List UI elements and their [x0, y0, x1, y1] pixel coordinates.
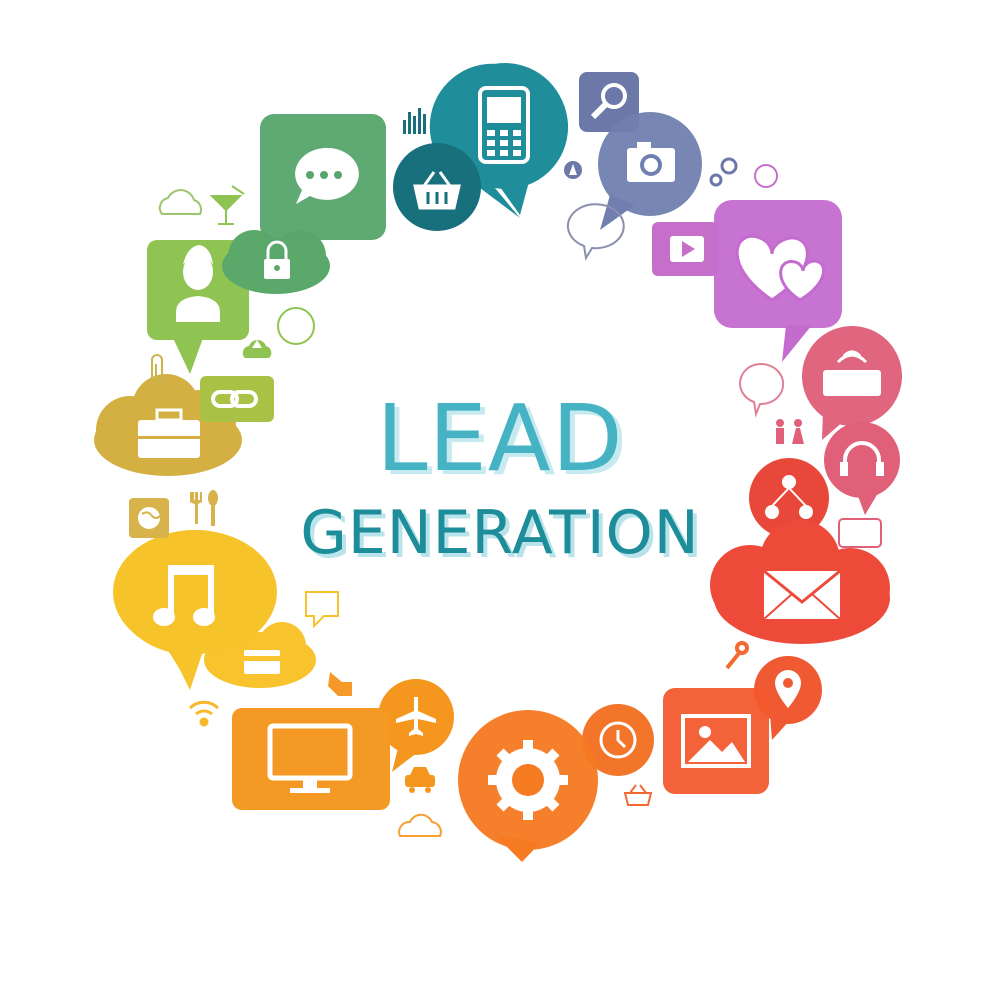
- cloud-upload-icon: [242, 339, 272, 358]
- wifi-icon: [188, 700, 220, 727]
- magnifier-icon: [590, 83, 627, 120]
- pointing-hand-icon: [328, 672, 352, 696]
- envelope-icon: [763, 569, 841, 620]
- camera-icon: [627, 142, 675, 182]
- small-box-icon: [838, 518, 882, 548]
- headline-line2: GENERATION: [300, 498, 700, 568]
- headline-line1: LEAD: [376, 385, 624, 492]
- music-note-icon: [153, 565, 215, 626]
- hearts-icon: [735, 234, 826, 302]
- car-icon: [405, 767, 435, 793]
- briefcase-icon: [138, 408, 200, 458]
- shopping-basket-icon: [413, 171, 461, 210]
- cutlery-icon: [190, 490, 218, 526]
- airplane-icon: [396, 697, 436, 736]
- headphones-icon: [840, 441, 884, 476]
- gears-icon: [709, 157, 738, 187]
- padlock-icon: [264, 240, 290, 279]
- chat-dots-icon: [295, 147, 359, 204]
- image-icon: [681, 714, 751, 768]
- clock-icon: [599, 721, 637, 759]
- mobile-phone-icon: [478, 86, 530, 164]
- speech-bubble-icon: [566, 203, 625, 261]
- small-speech-icon: [305, 591, 339, 629]
- wrench-icon: [725, 641, 749, 670]
- network-icon: [765, 475, 813, 519]
- monitor-tile: [232, 708, 390, 810]
- paperclip-icon: [151, 354, 163, 384]
- video-tile: [652, 222, 718, 276]
- ring-outline-icon: [277, 307, 315, 345]
- small-ring-icon: [754, 164, 778, 188]
- globe-tile: [129, 498, 169, 538]
- cloud-icon: [158, 189, 203, 215]
- headphones-bubble: [824, 422, 900, 515]
- monitor-icon: [267, 723, 353, 793]
- speech-bubble-outline-icon: [739, 363, 785, 418]
- basket-small-icon: [623, 784, 653, 806]
- image-tile: [663, 688, 769, 794]
- chain-link-icon: [211, 390, 258, 408]
- bar-chart-icon: [403, 108, 426, 134]
- cloud-outline-icon: [398, 813, 442, 837]
- compass-icon: [564, 161, 582, 179]
- couple-icon: [776, 419, 804, 444]
- user-icon: [176, 245, 220, 322]
- music-bubble: [113, 530, 277, 690]
- cocktail-icon: [209, 185, 245, 225]
- keyboard-icon: [823, 350, 881, 396]
- credit-card-icon: [244, 650, 280, 674]
- settings-gear-icon: [488, 740, 568, 820]
- location-pin-icon: [775, 670, 801, 708]
